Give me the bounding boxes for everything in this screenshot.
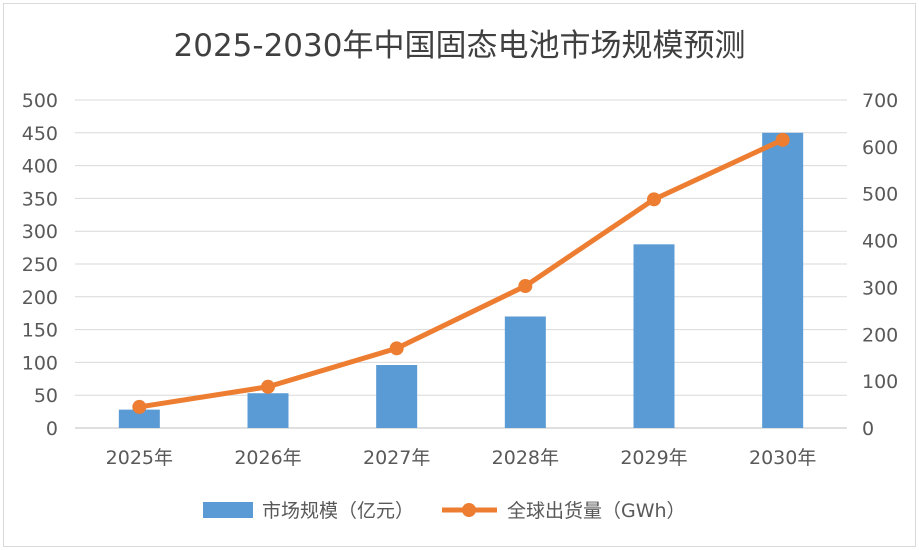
left-tick-label: 400 <box>22 156 58 178</box>
right-tick-label: 400 <box>862 231 898 253</box>
right-tick-label: 500 <box>862 184 898 206</box>
left-tick-label: 200 <box>22 287 58 309</box>
bar <box>247 393 289 428</box>
left-tick-label: 150 <box>22 320 58 342</box>
left-tick-label: 450 <box>22 123 58 145</box>
left-tick-label: 50 <box>34 385 58 407</box>
line-series <box>132 132 790 414</box>
bar <box>118 409 160 428</box>
line-point <box>775 132 790 147</box>
x-tick-label: 2029年 <box>620 447 687 469</box>
right-tick-label: 100 <box>862 371 898 393</box>
bar <box>633 244 675 428</box>
x-tick-label: 2030年 <box>749 447 816 469</box>
left-tick-label: 300 <box>22 221 58 243</box>
legend-swatch-marker <box>462 503 476 517</box>
bar <box>504 316 546 428</box>
left-axis-ticks: 0 50 100 150 200 250 300 350 400 450 500 <box>22 90 58 440</box>
line-point <box>261 379 275 394</box>
legend: 市场规模（亿元） 全球出货量（GWh） <box>203 500 686 522</box>
grid-lines <box>75 99 847 429</box>
x-tick-label: 2025年 <box>106 447 173 469</box>
line-point <box>647 192 661 207</box>
right-tick-label: 600 <box>862 137 898 159</box>
x-tick-label: 2026年 <box>234 447 301 469</box>
chart-title: 2025-2030年中国固态电池市场规模预测 <box>173 28 746 64</box>
right-axis-ticks: 0 100 200 300 400 500 600 700 <box>862 90 898 440</box>
line-point <box>389 341 404 356</box>
left-tick-label: 350 <box>22 188 58 210</box>
line-point <box>132 399 147 414</box>
legend-label: 全球出货量（GWh） <box>507 500 686 522</box>
bar <box>762 132 804 429</box>
left-tick-label: 250 <box>22 254 58 276</box>
right-tick-label: 200 <box>862 324 898 346</box>
legend-label: 市场规模（亿元） <box>262 500 414 522</box>
line-point <box>518 279 533 294</box>
right-tick-label: 700 <box>862 90 898 112</box>
legend-swatch-bar <box>203 502 253 518</box>
x-tick-label: 2027年 <box>363 447 430 469</box>
series-line <box>138 137 784 410</box>
bar <box>376 365 418 428</box>
bar-series <box>118 132 804 429</box>
x-axis-ticks: 2025年 2026年 2027年 2028年 2029年 2030年 <box>106 447 817 469</box>
x-tick-label: 2028年 <box>492 447 559 469</box>
left-tick-label: 500 <box>22 90 58 112</box>
right-tick-label: 300 <box>862 277 898 299</box>
right-tick-label: 0 <box>862 418 874 440</box>
left-tick-label: 100 <box>22 352 58 374</box>
left-tick-label: 0 <box>46 418 58 440</box>
